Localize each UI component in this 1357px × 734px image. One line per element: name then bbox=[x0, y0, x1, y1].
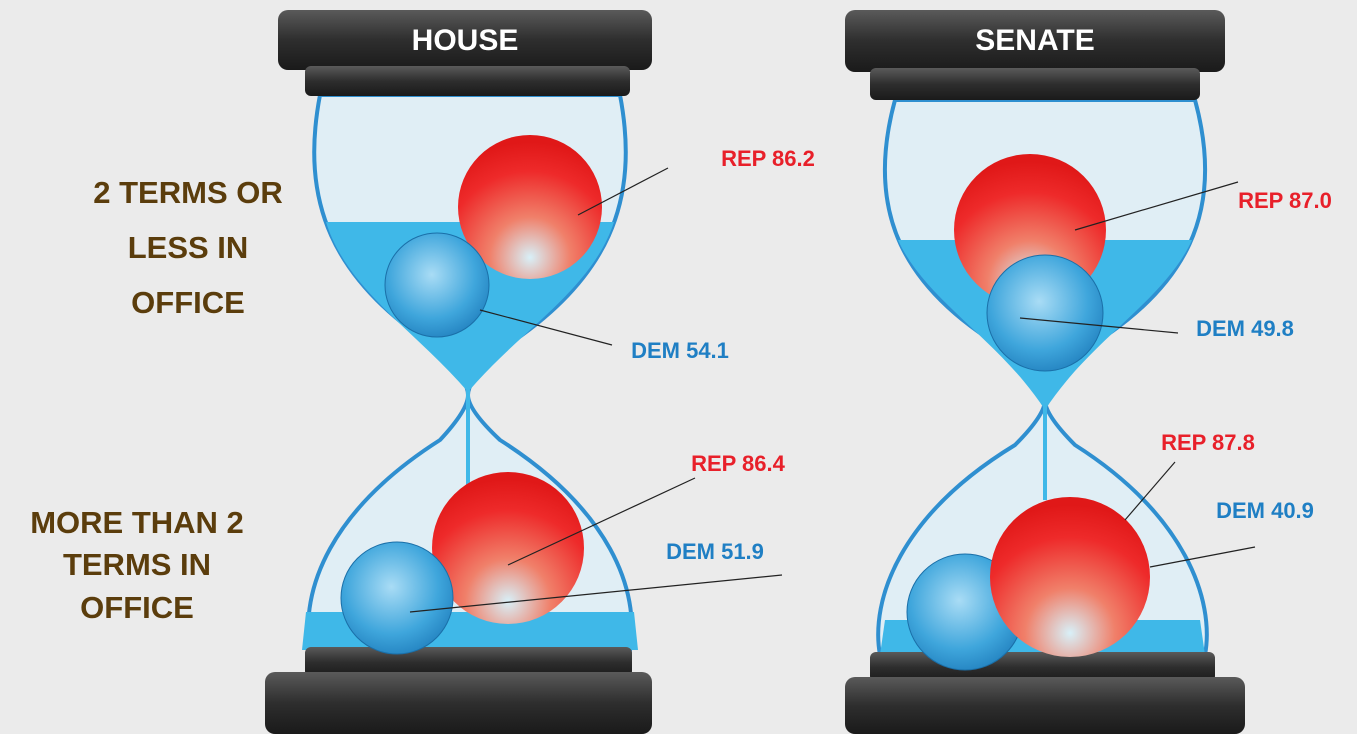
dem-ball bbox=[384, 232, 490, 338]
cap bbox=[265, 672, 652, 734]
cap bbox=[305, 647, 632, 677]
row-label: LESS IN bbox=[128, 230, 249, 265]
leader bbox=[479, 309, 613, 346]
dem-label: DEM 54.1 bbox=[631, 338, 729, 363]
rep-label: REP 87.0 bbox=[1238, 188, 1332, 213]
leader bbox=[1124, 461, 1176, 521]
panel-title: SENATE bbox=[975, 24, 1094, 57]
cap bbox=[305, 66, 630, 96]
row-label: OFFICE bbox=[131, 285, 245, 320]
dem-label: DEM 51.9 bbox=[666, 539, 764, 564]
cap bbox=[845, 677, 1245, 734]
leader bbox=[409, 574, 783, 613]
row-label: MORE THAN 2 bbox=[30, 505, 244, 540]
cap bbox=[278, 10, 652, 70]
row-label: 2 TERMS OR bbox=[93, 175, 282, 210]
dem-ball bbox=[986, 254, 1104, 372]
rep-label: REP 86.4 bbox=[691, 451, 786, 476]
dem-ball bbox=[340, 541, 454, 655]
leader bbox=[1074, 181, 1239, 231]
dem-label: DEM 49.8 bbox=[1196, 316, 1294, 341]
dem-label: DEM 40.9 bbox=[1216, 498, 1314, 523]
cap bbox=[870, 68, 1200, 100]
leader bbox=[1149, 546, 1256, 568]
leader bbox=[577, 167, 669, 216]
row-label: OFFICE bbox=[80, 590, 194, 625]
cap bbox=[845, 10, 1225, 72]
rep-ball bbox=[990, 497, 1150, 657]
leader bbox=[507, 477, 696, 566]
leader bbox=[1019, 317, 1179, 334]
rep-ball bbox=[458, 135, 602, 279]
rep-label: REP 86.2 bbox=[721, 146, 815, 171]
hourglasses bbox=[265, 10, 1245, 734]
rep-label: REP 87.8 bbox=[1161, 430, 1255, 455]
row-label: TERMS IN bbox=[63, 547, 211, 582]
leader-lines bbox=[409, 167, 1256, 613]
panel-title: HOUSE bbox=[412, 24, 519, 57]
rep-ball bbox=[432, 472, 584, 624]
